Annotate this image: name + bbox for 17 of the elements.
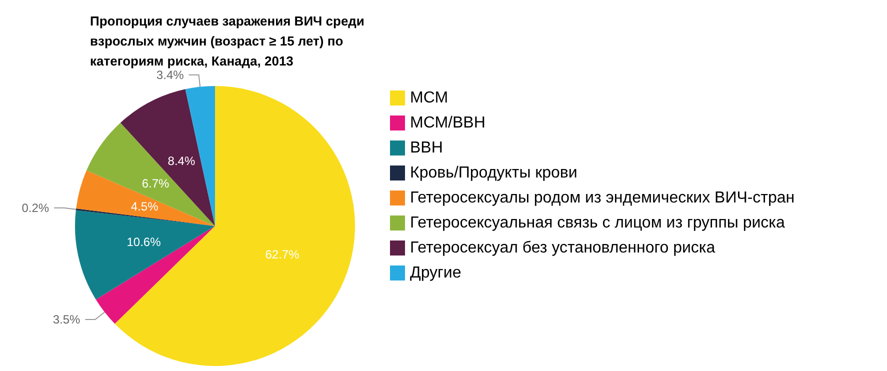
data-label: 6.7% <box>142 176 170 191</box>
chart-title: Пропорция случаев заражения ВИЧ среди взрослых мужчин (возраст ≥ 15 лет) по категориям риска, Канада, 2013 <box>90 14 368 68</box>
legend-label: Гетеросексуал без установленного риска <box>410 240 716 256</box>
data-label: 10.6% <box>126 234 162 249</box>
data-label: 3.4% <box>156 68 184 82</box>
legend-label: Гетеросексуальная связь с лицом из группы риска <box>410 214 785 232</box>
data-label: 0.2% <box>22 200 50 215</box>
legend-label: Другие <box>410 264 462 282</box>
legend-label: Кровь/Продукты крови <box>410 164 578 182</box>
legend-label: Гетеросексуалы родом из эндемических ВИЧ-стран <box>410 190 795 206</box>
data-label: 3.5% <box>52 312 81 327</box>
data-label: 62.7% <box>265 247 300 262</box>
legend-label: МСМ <box>410 90 448 106</box>
legend-label: МСМ/ВВН <box>410 114 486 132</box>
legend-label: ВВН <box>410 140 443 156</box>
data-label: 8.4% <box>168 154 196 168</box>
data-label: 4.5% <box>130 200 159 214</box>
